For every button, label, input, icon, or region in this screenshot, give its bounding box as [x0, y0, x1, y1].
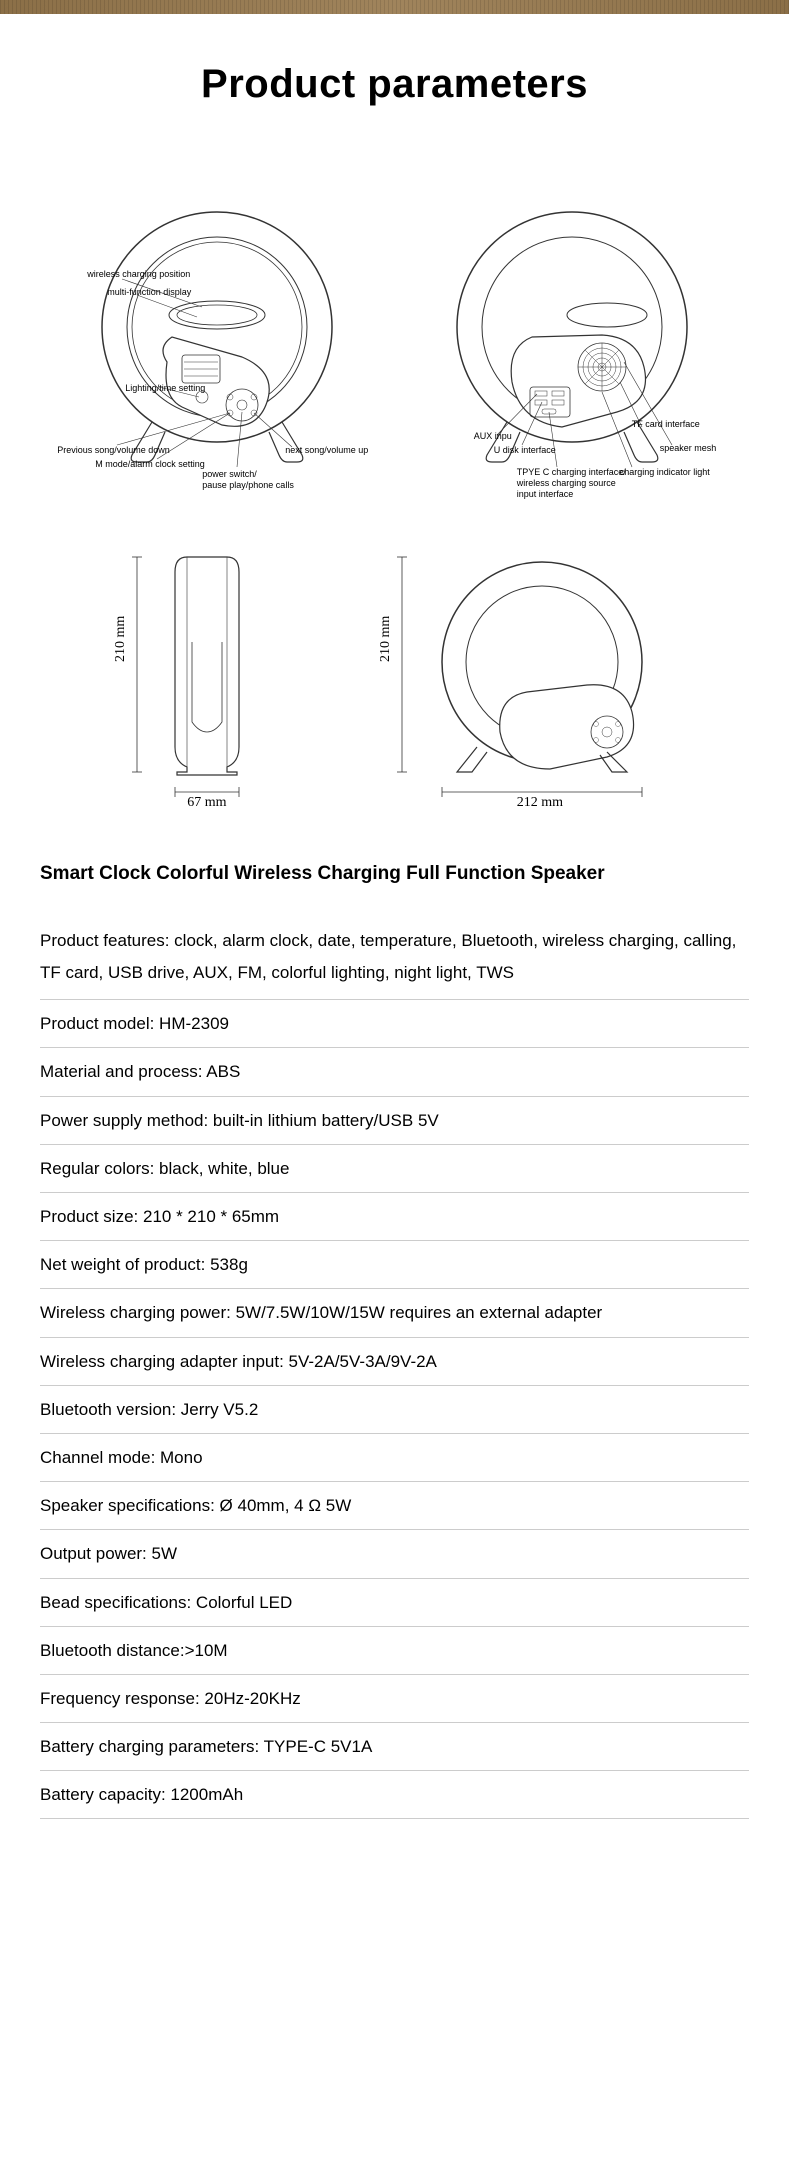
spec-row: Product size: 210 * 210 * 65mm: [40, 1193, 749, 1241]
callout-m-mode: M mode/alarm clock setting: [95, 459, 205, 470]
diagram-side-view: 210 mm 67 mm: [107, 547, 287, 812]
spec-row: Bluetooth distance:>10M: [40, 1627, 749, 1675]
callout-prev-song: Previous song/volume down: [57, 445, 170, 456]
callout-next-song: next song/volume up: [285, 445, 368, 456]
spec-row: Output power: 5W: [40, 1530, 749, 1578]
diagram-front-view: wireless charging position multi-functio…: [47, 187, 387, 507]
spec-row: Speaker specifications: Ø 40mm, 4 Ω 5W: [40, 1482, 749, 1530]
page-title: Product parameters: [0, 62, 789, 107]
product-subtitle: Smart Clock Colorful Wireless Charging F…: [0, 862, 789, 887]
dim-depth-label: 67 mm: [187, 795, 226, 811]
product-line-drawing-rear: [402, 187, 742, 507]
callout-u-disk: U disk interface: [494, 445, 556, 456]
callout-multi-function: multi-function display: [107, 287, 191, 298]
diagram-rear-view: AUX inpu U disk interface TF card interf…: [402, 187, 742, 507]
spec-table: Product features: clock, alarm clock, da…: [0, 915, 789, 1880]
annotated-diagrams-row: wireless charging position multi-functio…: [0, 187, 789, 507]
spec-row: Battery capacity: 1200mAh: [40, 1771, 749, 1819]
callout-wireless-charging: wireless charging position: [87, 269, 190, 280]
spec-row: Product model: HM-2309: [40, 1000, 749, 1048]
spec-row: Material and process: ABS: [40, 1048, 749, 1096]
callout-power-switch: power switch/ pause play/phone calls: [202, 469, 294, 491]
callout-type-c: TPYE C charging interface/ wireless char…: [517, 467, 626, 499]
spec-row: Bluetooth version: Jerry V5.2: [40, 1386, 749, 1434]
spec-row: Wireless charging power: 5W/7.5W/10W/15W…: [40, 1289, 749, 1337]
callout-charging-light: charging indicator light: [620, 467, 710, 478]
spec-row: Net weight of product: 538g: [40, 1241, 749, 1289]
spec-row: Power supply method: built-in lithium ba…: [40, 1097, 749, 1145]
decorative-top-strip: [0, 0, 789, 14]
spec-row: Bead specifications: Colorful LED: [40, 1579, 749, 1627]
spec-row: Channel mode: Mono: [40, 1434, 749, 1482]
callout-speaker-mesh: speaker mesh: [660, 443, 717, 454]
spec-row: Frequency response: 20Hz-20KHz: [40, 1675, 749, 1723]
diagram-front-dimension: 210 mm 212 mm: [382, 547, 682, 812]
callout-tf-card: TF card interface: [632, 419, 700, 430]
dimension-diagrams-row: 210 mm 67 mm 210 m: [0, 547, 789, 812]
callout-aux: AUX inpu: [474, 431, 512, 442]
spec-row: Product features: clock, alarm clock, da…: [40, 915, 749, 1001]
dim-height-label-2: 210 mm: [378, 616, 394, 662]
dim-height-label: 210 mm: [113, 616, 129, 662]
spec-row: Regular colors: black, white, blue: [40, 1145, 749, 1193]
product-side-drawing: [107, 547, 287, 807]
spec-row: Battery charging parameters: TYPE-C 5V1A: [40, 1723, 749, 1771]
dim-width-label: 212 mm: [517, 795, 563, 811]
callout-lighting-time: Lighting/time setting: [125, 383, 205, 394]
spec-row: Wireless charging adapter input: 5V-2A/5…: [40, 1338, 749, 1386]
product-front-drawing: [382, 547, 682, 807]
